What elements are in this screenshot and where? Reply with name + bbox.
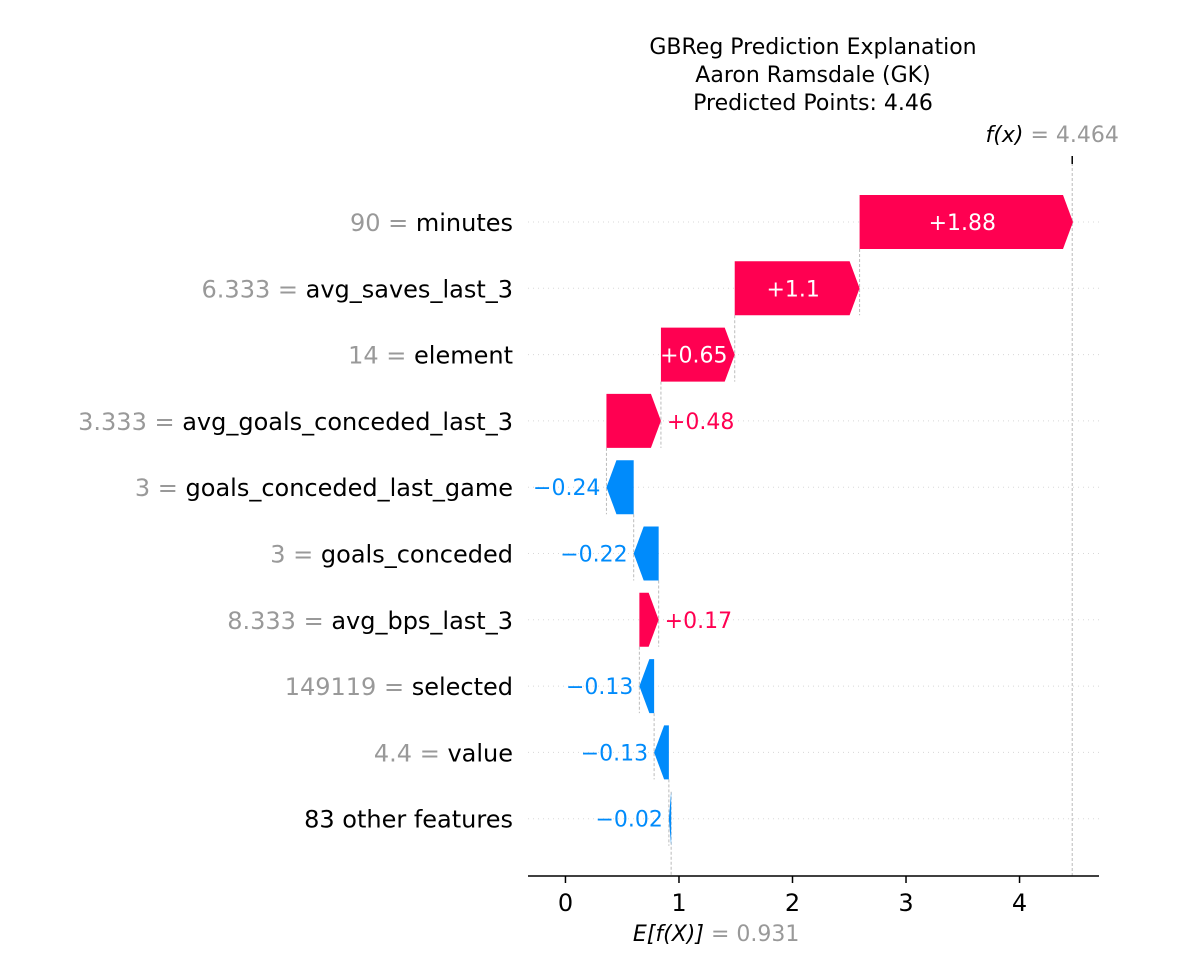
bar-value [654, 725, 669, 780]
bar-minutes [859, 195, 1074, 249]
feature-value: 149119 = [285, 673, 412, 701]
bar-avg-saves-last-3 [734, 261, 860, 316]
feature-value: 6.333 = [202, 275, 306, 303]
contribution-label: −0.22 [560, 543, 627, 568]
bar-avg-bps-last-3 [639, 592, 659, 647]
bar-selected [639, 659, 655, 714]
feature-label: 3.333 = avg_goals_conceded_last_3 [78, 408, 513, 436]
contribution-label: +1.1 [766, 277, 819, 302]
contribution-label: +0.17 [665, 609, 732, 634]
feature-value: 3 = [270, 541, 321, 569]
x-tick-label: 1 [671, 889, 686, 917]
feature-label: 90 = minutes [350, 209, 513, 237]
feature-label: 149119 = selected [285, 673, 513, 701]
feature-name: avg_goals_conceded_last_3 [182, 408, 513, 436]
feature-value: 3.333 = [78, 408, 182, 436]
feature-name: element [414, 342, 513, 370]
x-tick-label: 0 [558, 889, 573, 917]
feature-name: value [447, 739, 513, 767]
x-tick-label: 3 [898, 889, 913, 917]
feature-name: goals_conceded [321, 541, 513, 569]
x-axis: 0 1 2 3 4 [528, 875, 1099, 917]
feature-name: selected [412, 673, 513, 701]
feature-value: 90 = [350, 209, 416, 237]
contribution-label: +0.65 [660, 344, 727, 369]
value-annotations: +1.88 +1.1 +0.65 +0.48 −0.24 −0.22 +0.17 −0.13 −… [533, 123, 1119, 947]
bar-goals-conceded-last-game [606, 460, 634, 515]
bar-83-other-features [668, 791, 672, 846]
feature-value: 3 = [135, 474, 186, 502]
x-tick-label: 4 [1012, 889, 1027, 917]
contribution-label: −0.24 [533, 476, 600, 501]
base-label: E[f(X)] [633, 922, 711, 947]
contribution-label: −0.13 [581, 741, 648, 766]
feature-value: 8.333 = [227, 607, 331, 635]
feature-name: 83 other features [304, 806, 513, 834]
bar-avg-goals-conceded-last-3 [606, 393, 661, 448]
feature-name: avg_saves_last_3 [306, 275, 513, 303]
feature-label: 4.4 = value [374, 739, 513, 767]
feature-label: 3 = goals_conceded_last_game [135, 474, 513, 502]
contribution-bars [606, 195, 1074, 846]
title-line-3: Predicted Points: 4.46 [693, 91, 933, 116]
bar-goals-conceded [633, 526, 659, 581]
output-label: f(x) [986, 123, 1031, 148]
feature-label: 83 other features [304, 806, 513, 834]
feature-value: 14 = [348, 342, 414, 370]
feature-name: goals_conceded_last_game [186, 474, 513, 502]
feature-value: 4.4 = [374, 739, 448, 767]
feature-label: 8.333 = avg_bps_last_3 [227, 607, 513, 635]
feature-label: 14 = element [348, 342, 513, 370]
feature-name: minutes [416, 209, 513, 237]
x-tick-label: 2 [785, 889, 800, 917]
contribution-label: +1.88 [929, 211, 996, 236]
feature-labels: 90 = minutes 6.333 = avg_saves_last_3 14 =… [78, 209, 513, 834]
title-line-2: Aaron Ramsdale (GK) [695, 63, 930, 88]
title-line-1: GBReg Prediction Explanation [649, 35, 976, 60]
contribution-label: +0.48 [667, 410, 734, 435]
contribution-label: −0.02 [595, 808, 662, 833]
chart-title: GBReg Prediction Explanation Aaron Ramsd… [649, 35, 976, 116]
bar-element [660, 327, 735, 382]
feature-label: 3 = goals_conceded [270, 541, 513, 569]
feature-label: 6.333 = avg_saves_last_3 [202, 275, 513, 303]
base-value: = 0.931 [711, 922, 799, 947]
output-value: = 4.464 [1030, 123, 1118, 148]
contribution-label: −0.13 [566, 675, 633, 700]
feature-name: avg_bps_last_3 [331, 607, 513, 635]
base-value-label: E[f(X)] = 0.931 [633, 922, 799, 947]
output-value-label: f(x) = 4.464 [986, 123, 1119, 148]
